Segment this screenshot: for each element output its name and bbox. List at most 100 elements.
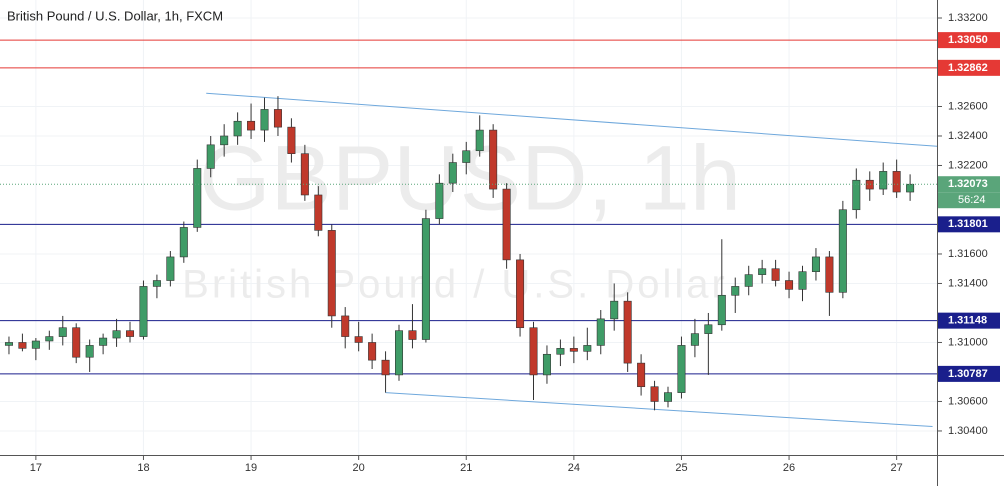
countdown-bg (938, 192, 1000, 209)
candle-body (825, 256, 834, 293)
last-price-bg (938, 176, 1000, 193)
candle-body (569, 348, 578, 352)
candle-body (529, 327, 538, 376)
x-tick-label: 21 (460, 462, 472, 474)
level-label-bg (938, 365, 1000, 382)
last-price-label: 1.32073 (948, 178, 988, 190)
candle-body (542, 353, 551, 376)
candle-body (18, 342, 27, 349)
candle-body (99, 337, 108, 346)
candle-body (31, 340, 40, 349)
candle-body (556, 348, 565, 355)
level-label: 1.33050 (948, 34, 988, 46)
plot-area (0, 39, 938, 428)
candle-body (798, 271, 807, 290)
candle-body (152, 280, 161, 287)
candle-body (610, 300, 619, 320)
candle-body (4, 342, 13, 346)
candle-body (637, 362, 646, 388)
candle-body (206, 144, 215, 169)
level-label-bg (938, 312, 1000, 329)
candle-body (717, 294, 726, 326)
candle-body (354, 336, 363, 343)
candle-body (583, 345, 592, 352)
candle-body (368, 342, 377, 361)
x-tick-label: 26 (783, 462, 795, 474)
time-axis-bg (0, 455, 1004, 486)
watermark-symbol: GBPUSD, 1h (199, 127, 741, 229)
candle-body (448, 162, 457, 184)
candle-body (758, 268, 767, 275)
candle-body (489, 129, 498, 190)
candle-body (502, 188, 511, 261)
y-tick-label: 1.32400 (948, 130, 988, 142)
candle-body (327, 230, 336, 317)
candle-body (220, 135, 229, 146)
trendline (385, 392, 933, 428)
x-tick-label: 18 (137, 462, 149, 474)
candle-body (395, 330, 404, 376)
candle-body (731, 286, 740, 296)
candle-body (677, 345, 686, 393)
candle-body (260, 109, 269, 131)
candle-body (690, 333, 699, 346)
candle-body (314, 194, 323, 231)
watermark: GBPUSD, 1h British Pound / U.S. Dollar (182, 127, 741, 306)
level-label-bg (938, 59, 1000, 76)
x-tick-label: 17 (30, 462, 42, 474)
candle-body (462, 150, 471, 163)
candle-body (744, 274, 753, 287)
candle-body (58, 327, 67, 337)
x-tick-label: 25 (675, 462, 687, 474)
level-label-bg (938, 32, 1000, 49)
y-tick-label: 1.32600 (948, 100, 988, 112)
candle-body (112, 330, 121, 339)
candle-body (650, 386, 659, 402)
x-tick-label: 20 (353, 462, 365, 474)
axis-labels: 1.33200 1.32600 1.32400 1.32200 1.31600 1.314… (30, 12, 1000, 474)
x-tick-label: 24 (568, 462, 580, 474)
candle-body (139, 286, 148, 337)
price-axis-bg (937, 0, 1004, 486)
candle-body (906, 183, 915, 193)
candle-body (341, 315, 350, 337)
candle-body (475, 129, 484, 152)
candle-body (300, 153, 309, 196)
candle-body (892, 171, 901, 193)
y-tick-label: 1.32200 (948, 159, 988, 171)
candle-body (596, 318, 605, 346)
candle-body (838, 209, 847, 293)
candle-body (852, 179, 861, 211)
level-label: 1.30787 (948, 368, 988, 380)
candle-body (72, 327, 81, 358)
candle-body (785, 280, 794, 290)
candle-body (273, 109, 282, 128)
candle-body (287, 126, 296, 154)
candle-body (45, 336, 54, 342)
candle-body (811, 256, 820, 272)
candle-body (233, 120, 242, 137)
level-label: 1.32862 (948, 62, 988, 74)
candle-body (381, 359, 390, 376)
candle-body (623, 300, 632, 364)
level-label: 1.31148 (948, 315, 987, 327)
x-tick-label: 19 (245, 462, 257, 474)
candle-body (879, 171, 888, 190)
candle-body (516, 259, 525, 329)
candle-body (704, 324, 713, 334)
watermark-name: British Pound / U.S. Dollar (182, 263, 728, 307)
x-tick-label: 27 (891, 462, 903, 474)
level-label: 1.31801 (948, 218, 988, 230)
y-tick-label: 1.30400 (948, 425, 988, 437)
y-tick-label: 1.31400 (948, 277, 988, 289)
chart-title: British Pound / U.S. Dollar, 1h, FXCM (7, 8, 223, 23)
candle-body (126, 330, 135, 337)
candle-body (771, 268, 780, 281)
y-tick-label: 1.31000 (948, 336, 988, 348)
y-tick-label: 1.31600 (948, 248, 988, 260)
trendline (206, 92, 938, 147)
countdown-label: 56:24 (958, 194, 986, 206)
y-tick-label: 1.33200 (948, 12, 988, 24)
